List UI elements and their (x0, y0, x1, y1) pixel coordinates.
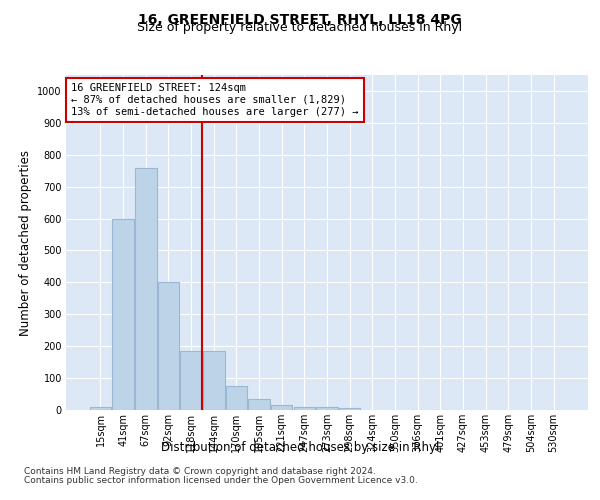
Bar (158, 282, 179, 410)
Text: Size of property relative to detached houses in Rhyl: Size of property relative to detached ho… (137, 21, 463, 34)
Text: 16 GREENFIELD STREET: 124sqm
← 87% of detached houses are smaller (1,829)
13% of: 16 GREENFIELD STREET: 124sqm ← 87% of de… (71, 84, 359, 116)
Bar (203, 351, 224, 410)
Text: Contains HM Land Registry data © Crown copyright and database right 2024.: Contains HM Land Registry data © Crown c… (24, 467, 376, 476)
Bar (293, 407, 315, 410)
Text: Contains public sector information licensed under the Open Government Licence v3: Contains public sector information licen… (24, 476, 418, 485)
Bar (135, 168, 157, 410)
Bar (112, 218, 134, 410)
Bar (271, 405, 292, 410)
Bar (339, 408, 361, 410)
Y-axis label: Number of detached properties: Number of detached properties (19, 150, 32, 336)
Bar (248, 399, 270, 410)
Bar (226, 386, 247, 410)
Text: Distribution of detached houses by size in Rhyl: Distribution of detached houses by size … (161, 441, 439, 454)
Bar (90, 407, 111, 410)
Bar (316, 407, 338, 410)
Bar (181, 351, 202, 410)
Text: 16, GREENFIELD STREET, RHYL, LL18 4PG: 16, GREENFIELD STREET, RHYL, LL18 4PG (138, 12, 462, 26)
